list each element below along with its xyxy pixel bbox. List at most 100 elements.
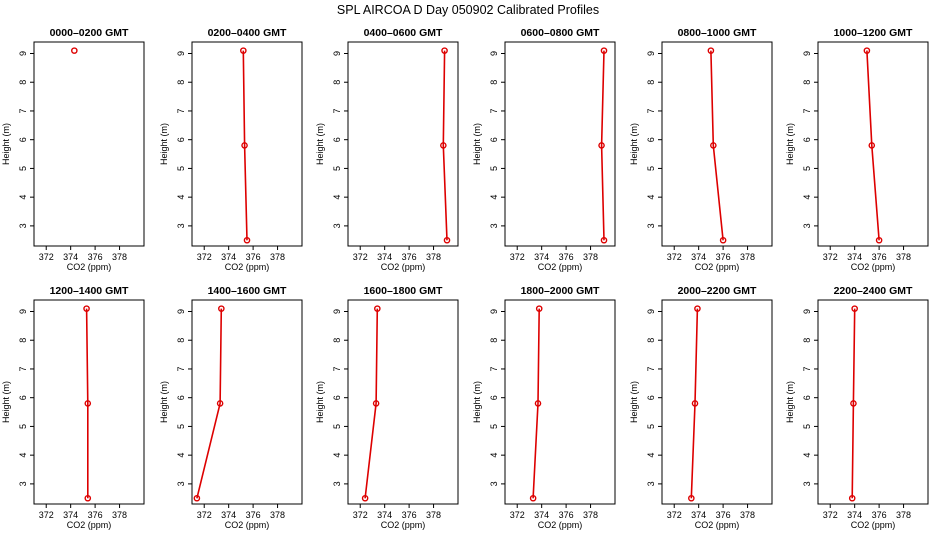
x-axis-label: CO2 (ppm): [225, 520, 270, 530]
profile-point: [691, 400, 699, 407]
x-axis-label: CO2 (ppm): [381, 262, 426, 272]
y-tick-label: 9: [332, 51, 342, 56]
x-tick-label: 372: [39, 252, 54, 262]
y-axis-label: Height (m): [785, 381, 795, 423]
plot-frame: [347, 299, 459, 505]
y-tick-label: 4: [18, 453, 28, 458]
x-tick-label: 376: [872, 510, 887, 520]
y-tick-label: 4: [646, 453, 656, 458]
x-tick-label: 376: [559, 252, 574, 262]
profile-point: [719, 236, 727, 244]
plot-frame: [191, 41, 303, 247]
profile-point: [443, 236, 451, 244]
profile-point: [372, 400, 380, 407]
y-tick-label: 9: [646, 51, 656, 56]
x-tick-label: 378: [112, 510, 127, 520]
profile-point: [84, 400, 92, 407]
y-tick-label: 3: [332, 223, 342, 228]
y-tick-label: 9: [176, 309, 186, 314]
y-tick-label: 7: [646, 366, 656, 371]
y-tick-label: 7: [176, 366, 186, 371]
x-tick-label: 374: [691, 252, 706, 262]
y-tick-label: 7: [646, 108, 656, 113]
y-tick-label: 4: [176, 453, 186, 458]
y-axis-label: Height (m): [472, 123, 482, 165]
y-tick-label: 8: [18, 338, 28, 343]
y-tick-label: 4: [489, 453, 499, 458]
profile-point: [240, 47, 247, 54]
plot-frame: [504, 41, 616, 247]
x-tick-label: 372: [823, 252, 838, 262]
profile-point: [374, 305, 381, 312]
profile-line: [532, 308, 540, 499]
y-axis-label: Height (m): [159, 381, 169, 423]
y-tick-label: 3: [646, 223, 656, 228]
profile-point: [694, 305, 701, 312]
x-tick-label: 376: [246, 510, 261, 520]
profile-point: [84, 494, 92, 502]
y-axis-label: Height (m): [1, 123, 11, 165]
x-axis-label: CO2 (ppm): [851, 262, 896, 272]
y-tick-label: 3: [802, 481, 812, 486]
panel-title: 0600–0800 GMT: [521, 27, 600, 39]
profile-point: [216, 400, 224, 407]
y-tick-label: 5: [489, 424, 499, 429]
x-axis-label: CO2 (ppm): [381, 520, 426, 530]
y-tick-label: 5: [18, 166, 28, 171]
y-tick-label: 8: [802, 338, 812, 343]
y-axis-label: Height (m): [159, 123, 169, 165]
y-tick-label: 5: [646, 424, 656, 429]
x-axis-label: CO2 (ppm): [695, 262, 740, 272]
figure-title: SPL AIRCOA D Day 050902 Calibrated Profi…: [337, 3, 599, 17]
y-tick-label: 6: [176, 137, 186, 142]
y-tick-label: 9: [489, 51, 499, 56]
panel-12: 2200–2400 GMT 372 374 376 378 3 4 5 6 7 8 9 CO2 (ppm…: [785, 285, 929, 530]
y-tick-label: 9: [18, 51, 28, 56]
y-tick-label: 6: [489, 137, 499, 142]
profile-point: [850, 400, 857, 407]
profile-point: [868, 142, 876, 149]
x-tick-label: 374: [63, 252, 78, 262]
y-tick-label: 4: [332, 195, 342, 200]
panel-8: 1400–1600 GMT 372 374 376 378 3 4 5 6 7 8 9 CO2 (ppm…: [159, 285, 303, 530]
profile-point: [361, 494, 369, 502]
panel-title: 2000–2200 GMT: [678, 285, 757, 297]
plot-frame: [817, 299, 929, 505]
x-axis-label: CO2 (ppm): [67, 262, 112, 272]
x-axis-label: CO2 (ppm): [695, 520, 740, 530]
x-tick-label: 378: [583, 252, 598, 262]
panel-2: 0200–0400 GMT 372 374 376 378 3 4 5 6 7 8 9 CO2 (ppm…: [159, 27, 303, 272]
x-tick-label: 374: [221, 252, 236, 262]
x-tick-label: 372: [823, 510, 838, 520]
x-tick-label: 376: [246, 252, 261, 262]
y-tick-label: 6: [176, 395, 186, 400]
y-tick-label: 3: [802, 223, 812, 228]
x-tick-label: 378: [583, 510, 598, 520]
y-tick-label: 6: [646, 395, 656, 400]
y-tick-label: 4: [332, 453, 342, 458]
x-tick-label: 378: [896, 510, 911, 520]
y-tick-label: 6: [18, 395, 28, 400]
y-tick-label: 8: [176, 338, 186, 343]
profile-point: [851, 305, 858, 312]
x-tick-label: 372: [667, 252, 682, 262]
panel-title: 0000–0200 GMT: [50, 27, 129, 39]
x-tick-label: 376: [872, 252, 887, 262]
y-tick-label: 8: [332, 80, 342, 85]
y-tick-label: 8: [646, 80, 656, 85]
panel-3: 0400–0600 GMT 372 374 376 378 3 4 5 6 7 8 9 CO2 (ppm…: [315, 27, 459, 272]
x-tick-label: 378: [896, 252, 911, 262]
x-tick-label: 372: [667, 510, 682, 520]
y-tick-label: 9: [802, 309, 812, 314]
profile-point: [243, 236, 251, 244]
x-tick-label: 376: [402, 252, 417, 262]
y-tick-label: 3: [176, 223, 186, 228]
x-tick-label: 378: [740, 252, 755, 262]
y-tick-label: 6: [646, 137, 656, 142]
profile-point: [441, 47, 448, 54]
y-tick-label: 5: [802, 424, 812, 429]
x-tick-label: 376: [716, 252, 731, 262]
y-tick-label: 8: [176, 80, 186, 85]
profile-line: [710, 50, 724, 241]
